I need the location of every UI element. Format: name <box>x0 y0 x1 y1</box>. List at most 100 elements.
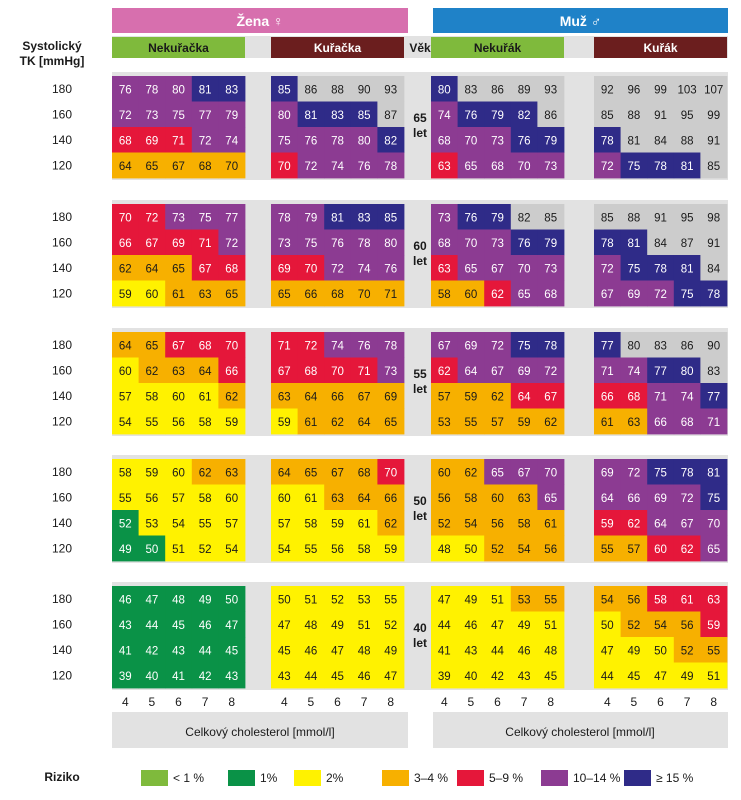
risk-cell <box>431 637 458 663</box>
risk-cell <box>350 662 378 689</box>
risk-value: 70 <box>119 212 132 224</box>
risk-value: 61 <box>199 391 212 403</box>
risk-value: 68 <box>199 161 212 173</box>
risk-value: 85 <box>278 84 291 96</box>
risk-value: 69 <box>601 467 614 479</box>
risk-cell <box>537 76 565 102</box>
cholesterol-tick: 4 <box>281 695 288 709</box>
risk-cell <box>620 152 648 179</box>
risk-value: 76 <box>518 135 531 147</box>
risk-cell <box>350 76 378 102</box>
risk-cell <box>673 229 701 256</box>
risk-value: 87 <box>681 238 694 250</box>
risk-cell <box>673 637 701 663</box>
risk-value: 63 <box>518 493 531 505</box>
risk-cell <box>700 510 728 536</box>
risk-value: 74 <box>225 135 238 147</box>
risk-value: 71 <box>199 238 212 250</box>
risk-value: 74 <box>628 366 641 378</box>
risk-value: 54 <box>278 544 291 556</box>
risk-value: 82 <box>518 212 531 224</box>
risk-cell <box>350 255 378 281</box>
risk-cell <box>191 127 219 153</box>
risk-cell <box>165 535 193 562</box>
age-label-2: 55 <box>413 367 427 381</box>
risk-value: 48 <box>358 645 371 657</box>
risk-value: 57 <box>172 493 185 505</box>
risk-value: 51 <box>358 620 371 632</box>
risk-cell <box>594 101 621 128</box>
risk-cell <box>594 204 621 230</box>
risk-cell <box>191 255 219 281</box>
risk-cell <box>457 255 485 281</box>
risk-cell <box>537 586 565 612</box>
risk-value: 71 <box>358 366 371 378</box>
risk-cell <box>377 101 405 128</box>
risk-value: 69 <box>518 366 531 378</box>
risk-cell <box>297 255 325 281</box>
risk-value: 72 <box>225 238 238 250</box>
risk-value: 60 <box>438 467 451 479</box>
risk-cell <box>350 408 378 435</box>
risk-value: 49 <box>119 544 132 556</box>
risk-cell <box>271 255 298 281</box>
risk-value: 58 <box>358 544 371 556</box>
risk-value: 73 <box>544 263 557 275</box>
risk-cell <box>350 357 378 384</box>
risk-cell <box>457 204 485 230</box>
risk-value: 87 <box>384 110 397 122</box>
risk-value: 77 <box>654 366 667 378</box>
risk-value: 81 <box>681 263 694 275</box>
risk-cell <box>484 611 512 638</box>
risk-value: 63 <box>438 161 451 173</box>
risk-cell <box>324 255 352 281</box>
risk-value: 60 <box>119 366 132 378</box>
risk-value: 61 <box>358 518 371 530</box>
risk-value: 77 <box>601 340 614 352</box>
risk-cell <box>324 152 352 179</box>
risk-cell <box>673 280 701 307</box>
risk-value: 66 <box>601 391 614 403</box>
risk-cell <box>324 662 352 689</box>
risk-cell <box>377 332 405 358</box>
risk-value: 69 <box>384 391 397 403</box>
risk-cell <box>537 637 565 663</box>
risk-value: 62 <box>384 518 397 530</box>
risk-value: 46 <box>518 645 531 657</box>
risk-cell <box>191 408 219 435</box>
age-label-unit-0: let <box>413 126 427 140</box>
risk-cell <box>647 383 675 409</box>
group-header-2 <box>431 37 564 58</box>
risk-cell <box>297 586 325 612</box>
risk-cell <box>510 152 538 179</box>
risk-value: 78 <box>278 212 291 224</box>
cholesterol-tick: 6 <box>175 695 182 709</box>
risk-cell <box>510 280 538 307</box>
risk-cell <box>218 76 246 102</box>
risk-value: 45 <box>172 620 185 632</box>
risk-cell <box>191 586 219 612</box>
risk-value: 76 <box>119 84 132 96</box>
risk-value: 56 <box>491 518 504 530</box>
risk-value: 88 <box>681 135 694 147</box>
risk-value: 95 <box>681 110 694 122</box>
risk-value: 60 <box>172 467 185 479</box>
risk-value: 85 <box>601 212 614 224</box>
risk-value: 78 <box>707 289 720 301</box>
risk-value: 58 <box>146 391 159 403</box>
risk-value: 63 <box>199 289 212 301</box>
risk-cell <box>324 280 352 307</box>
risk-value: 73 <box>544 161 557 173</box>
risk-value: 58 <box>465 493 478 505</box>
risk-cell <box>271 586 298 612</box>
risk-value: 83 <box>465 84 478 96</box>
risk-value: 47 <box>384 671 397 683</box>
risk-cell <box>377 637 405 663</box>
risk-cell <box>377 76 405 102</box>
risk-cell <box>377 611 405 638</box>
risk-cell <box>138 459 166 485</box>
risk-cell <box>537 383 565 409</box>
risk-cell <box>457 484 485 511</box>
risk-cell <box>484 484 512 511</box>
risk-value: 81 <box>681 161 694 173</box>
